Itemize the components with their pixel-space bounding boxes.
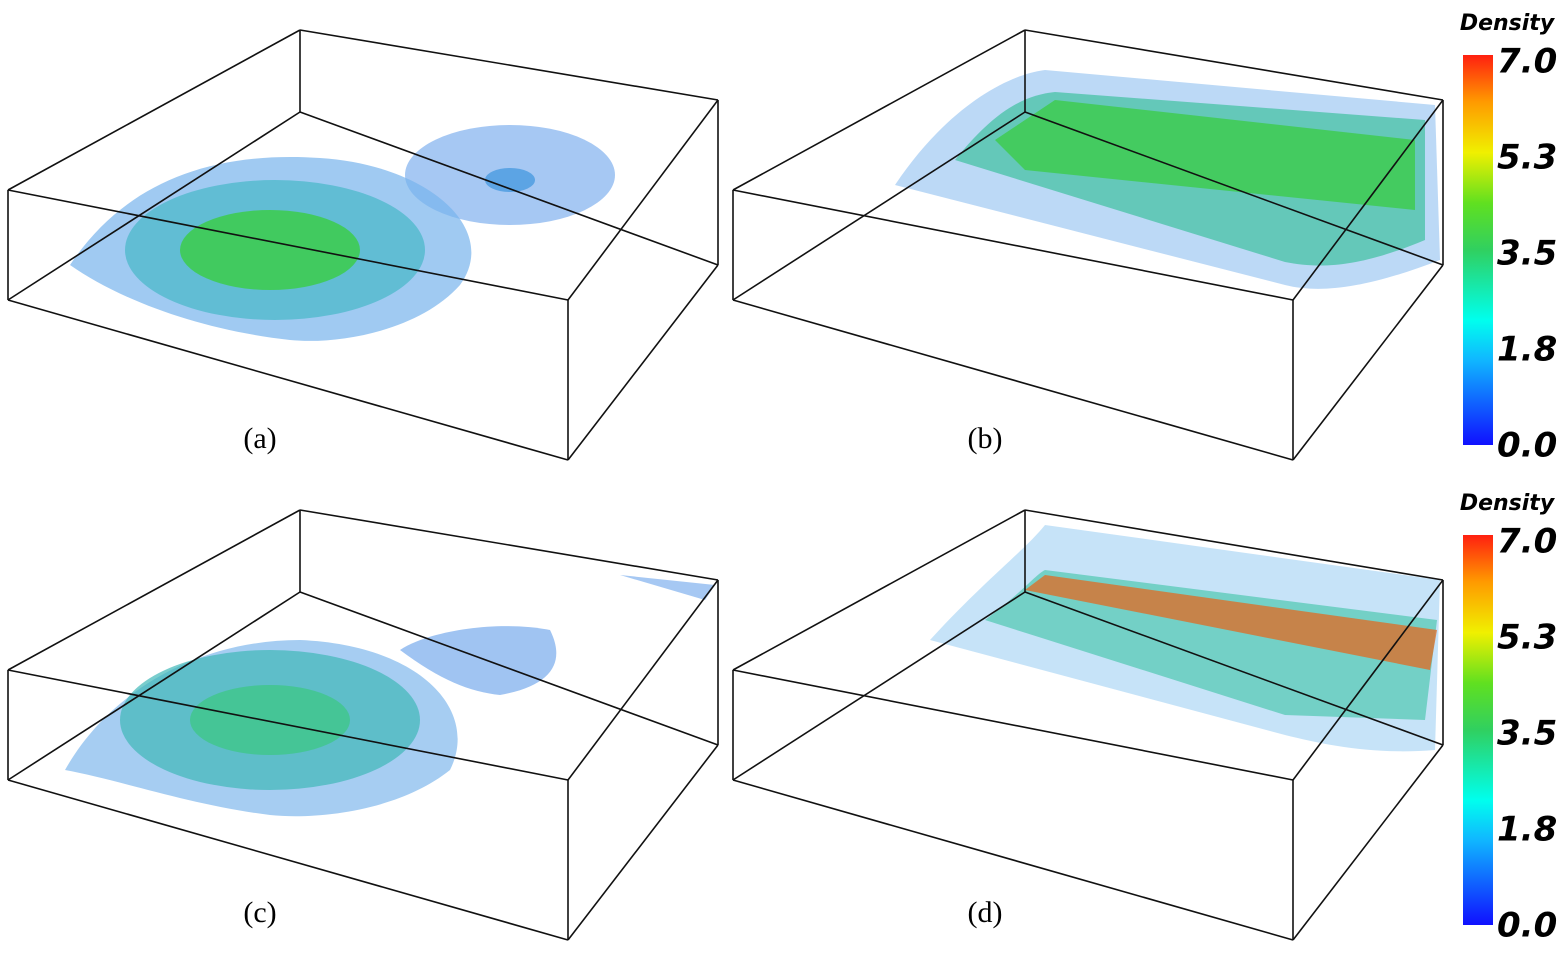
colorbar-label: 7.0 <box>1497 522 1557 562</box>
panel-label: (c) <box>243 896 276 929</box>
panel-a <box>7 29 719 461</box>
colorbar-title: Density <box>1460 11 1556 36</box>
colorbars: Density 7.0 5.3 3.5 1.8 0.0 Density 7.0 5.3 3.5 1.… <box>1460 11 1557 946</box>
panel-c <box>7 509 719 941</box>
colorbar-label: 7.0 <box>1497 42 1557 82</box>
colorbar-label: 0.0 <box>1497 906 1557 946</box>
panel-label: (a) <box>243 422 276 455</box>
colorbar-title: Density <box>1460 491 1556 516</box>
colorbar-label: 1.8 <box>1497 330 1557 370</box>
colorbar-label: 5.3 <box>1497 618 1557 658</box>
panel-label: (d) <box>968 896 1003 929</box>
panel-label: (b) <box>968 422 1003 455</box>
colorbar <box>1463 55 1493 445</box>
panel-d <box>732 509 1444 941</box>
colorbar <box>1463 535 1493 925</box>
colorbar-label: 1.8 <box>1497 810 1557 850</box>
colorbar-label: 0.0 <box>1497 426 1557 466</box>
colorbar-label: 3.5 <box>1497 714 1557 754</box>
colorbar-label: 5.3 <box>1497 138 1557 178</box>
panel-b <box>732 29 1444 461</box>
colorbar-label: 3.5 <box>1497 234 1557 274</box>
